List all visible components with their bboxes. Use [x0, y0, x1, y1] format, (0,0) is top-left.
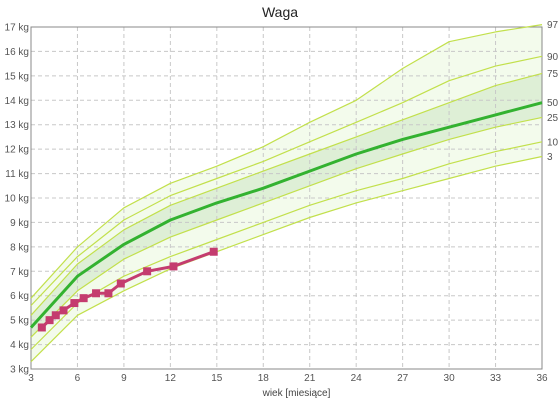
- y-tick-label: 8 kg: [10, 242, 29, 253]
- percentile-line-25: [30, 116, 543, 338]
- x-axis-label: wiek [miesiące]: [262, 388, 331, 399]
- x-tick-label: 33: [490, 373, 502, 384]
- percentile-line-75: [30, 72, 543, 316]
- percentile-line-97: [30, 24, 543, 299]
- measurement-point: [143, 267, 152, 276]
- x-tick-label: 18: [258, 373, 270, 384]
- y-tick-label: 6 kg: [10, 291, 29, 302]
- measurement-point: [45, 316, 54, 325]
- measurement-point: [51, 311, 60, 320]
- percentile-label-90: 90: [547, 52, 559, 63]
- measurement-point: [37, 323, 46, 332]
- y-tick-label: 17 kg: [5, 23, 29, 34]
- x-tick-label: 30: [444, 373, 456, 384]
- y-tick-label: 5 kg: [10, 316, 29, 327]
- measurement-point: [116, 279, 125, 288]
- y-tick-label: 16 kg: [5, 47, 29, 58]
- y-tick-label: 12 kg: [5, 145, 29, 156]
- inner-percentile-band: [31, 73, 542, 338]
- percentile-label-10: 10: [547, 137, 559, 148]
- measurement-point: [79, 294, 88, 303]
- x-tick-label: 6: [75, 373, 81, 384]
- percentile-label-97: 97: [547, 20, 559, 31]
- percentile-line-90: [30, 55, 543, 306]
- y-tick-label: 4 kg: [10, 340, 29, 351]
- x-tick-label: 9: [121, 373, 127, 384]
- measurement-point: [59, 306, 68, 315]
- x-tick-label: 21: [304, 373, 316, 384]
- y-tick-label: 15 kg: [5, 71, 29, 82]
- percentile-label-3: 3: [547, 152, 553, 163]
- chart-title: Waga: [261, 4, 299, 20]
- percentile-line-3: [30, 155, 543, 363]
- measurement-point: [92, 289, 101, 298]
- x-tick-label: 3: [28, 373, 34, 384]
- y-tick-label: 9 kg: [10, 218, 29, 229]
- y-tick-label: 11 kg: [5, 169, 29, 180]
- x-tick-label: 12: [165, 373, 177, 384]
- percentile-label-25: 25: [547, 113, 559, 124]
- y-tick-label: 3 kg: [10, 365, 29, 376]
- x-tick-label: 27: [397, 373, 409, 384]
- y-tick-label: 7 kg: [10, 267, 29, 278]
- y-tick-label: 13 kg: [5, 120, 29, 131]
- percentile-line-50: [29, 101, 543, 329]
- percentile-label-75: 75: [547, 69, 559, 80]
- measurement-point: [70, 299, 79, 308]
- plot-frame: [30, 26, 543, 370]
- x-tick-label: 24: [351, 373, 363, 384]
- y-tick-label: 14 kg: [5, 96, 29, 107]
- measurement-point: [209, 247, 218, 256]
- x-tick-label: 36: [536, 373, 548, 384]
- measurement-point: [104, 289, 113, 298]
- measurement-point: [169, 262, 178, 271]
- grid: [31, 27, 542, 369]
- y-tick-label: 10 kg: [5, 194, 29, 205]
- percentile-line-10: [30, 141, 543, 350]
- percentile-label-50: 50: [547, 98, 559, 109]
- x-tick-label: 15: [211, 373, 223, 384]
